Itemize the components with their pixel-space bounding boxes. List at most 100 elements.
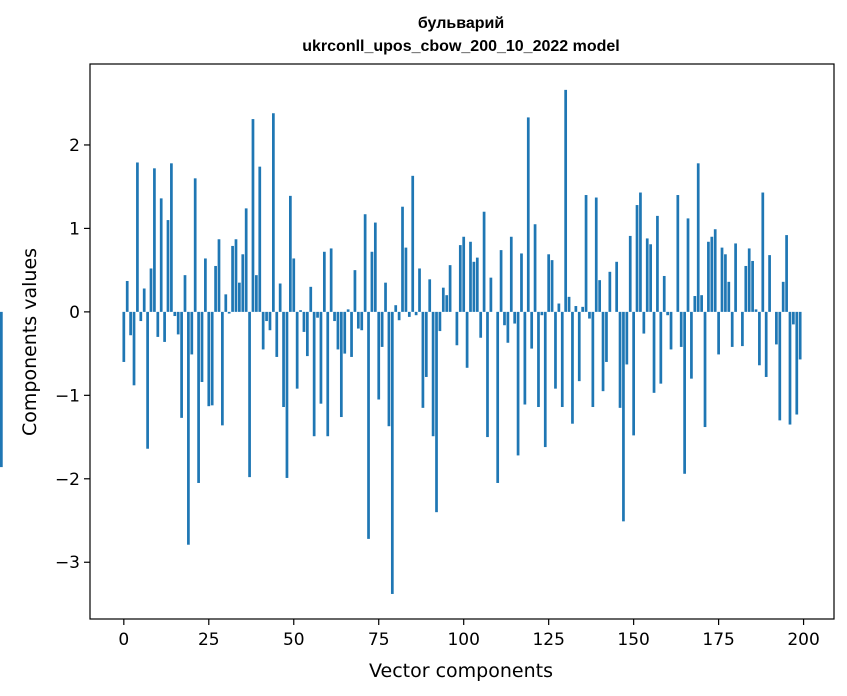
bar-183 [744, 265, 748, 312]
bar-174 [713, 229, 717, 312]
bar-64 [339, 311, 343, 418]
bar-186 [754, 309, 758, 312]
bar-63 [336, 311, 340, 350]
bar-62 [333, 311, 336, 322]
bar-33 [234, 239, 238, 312]
bar-128 [557, 303, 561, 312]
bar-76 [380, 311, 384, 347]
bar-123 [540, 311, 544, 316]
bar-105 [479, 311, 483, 338]
bar-undefined [0, 311, 3, 468]
bar-18 [183, 275, 187, 312]
bar-44 [272, 113, 275, 312]
bar-124 [543, 311, 547, 448]
bar-151 [635, 205, 639, 312]
bar-1 [125, 280, 129, 312]
bar-152 [639, 192, 642, 312]
x-tick-label: 175 [702, 630, 734, 650]
bar-series [0, 89, 802, 594]
bar-145 [615, 261, 619, 312]
bar-101 [465, 311, 469, 368]
bar-134 [577, 311, 581, 382]
bar-51 [295, 311, 299, 389]
bar-198 [795, 311, 799, 415]
bar-60 [326, 311, 330, 437]
bar-4 [136, 162, 139, 312]
bar-54 [305, 311, 309, 357]
bar-139 [594, 197, 598, 312]
bar-67 [350, 311, 353, 357]
bar-115 [513, 311, 517, 324]
bar-117 [520, 253, 523, 312]
bar-39 [255, 275, 258, 312]
bar-160 [666, 311, 669, 316]
bar-165 [683, 311, 686, 474]
bar-196 [788, 311, 792, 425]
bar-47 [282, 311, 285, 408]
x-tick-label: 125 [532, 630, 564, 650]
bar-72 [367, 311, 370, 539]
bar-136 [584, 195, 588, 312]
x-tick-label: 150 [617, 630, 649, 650]
bar-48 [285, 311, 289, 478]
bar-187 [758, 311, 761, 366]
bar-157 [656, 215, 659, 312]
y-tick-label: 2 [69, 136, 80, 156]
bar-133 [574, 306, 578, 312]
x-tick-label: 100 [447, 630, 479, 650]
bar-156 [652, 311, 656, 393]
bar-13 [166, 220, 170, 312]
bar-35 [241, 254, 245, 312]
bar-171 [703, 311, 707, 428]
bar-73 [370, 251, 374, 312]
y-axis-label: Components values [19, 248, 41, 436]
bar-31 [227, 311, 231, 314]
bar-110 [496, 311, 500, 483]
bar-199 [798, 311, 802, 360]
bar-68 [353, 270, 357, 312]
bar-138 [591, 311, 595, 408]
bar-6 [142, 288, 146, 312]
bar-92 [435, 311, 438, 513]
x-axis: 0 25 50 75 100 125 150 175 200 [118, 619, 820, 650]
bar-111 [499, 250, 503, 312]
bar-69 [356, 311, 360, 329]
bar-70 [360, 311, 364, 331]
bar-25 [207, 311, 211, 407]
bar-153 [642, 311, 646, 334]
bar-142 [605, 311, 608, 362]
bar-190 [768, 255, 771, 312]
bar-29 [221, 311, 224, 426]
bar-120 [530, 311, 534, 349]
bar-2 [129, 311, 132, 336]
bar-30 [224, 294, 228, 312]
bar-135 [581, 306, 585, 312]
chart-title: бульварий [418, 15, 504, 32]
bar-169 [696, 163, 700, 312]
bar-118 [523, 311, 527, 405]
bar-21 [193, 178, 197, 312]
bar-129 [560, 311, 564, 408]
bar-95 [445, 295, 449, 312]
bar-38 [251, 119, 255, 312]
bar-55 [309, 286, 313, 312]
bar-94 [441, 287, 445, 312]
x-tick-label: 75 [368, 630, 390, 650]
bar-79 [390, 311, 394, 594]
bar-194 [781, 281, 785, 312]
y-tick-label: 1 [69, 219, 80, 239]
bar-116 [516, 311, 520, 456]
bar-182 [741, 311, 744, 347]
bar-108 [489, 277, 493, 312]
bar-74 [373, 222, 377, 312]
bar-177 [724, 254, 727, 312]
bar-114 [509, 236, 513, 312]
bar-52 [299, 310, 302, 312]
bar-166 [686, 218, 690, 312]
bar-87 [418, 268, 421, 312]
bar-127 [554, 311, 557, 389]
bar-155 [649, 244, 652, 312]
bar-159 [662, 275, 666, 312]
bar-11 [159, 198, 163, 312]
